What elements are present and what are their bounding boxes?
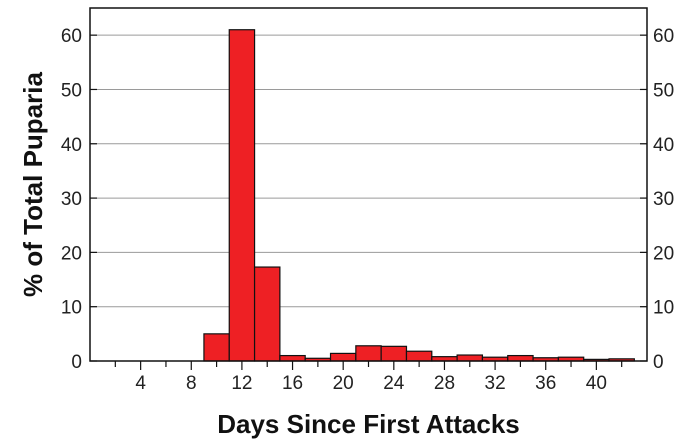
y-tick-label-left: 60: [61, 26, 82, 47]
y-tick-label-right: 40: [653, 135, 674, 156]
x-tick-label: 40: [586, 373, 607, 394]
bars: [203, 29, 635, 362]
histogram-bar: [253, 266, 281, 362]
y-tick-label-right: 60: [653, 26, 674, 47]
x-tick-label: 8: [186, 373, 197, 394]
y-tick-label-right: 50: [653, 80, 674, 101]
histogram-bar: [507, 354, 534, 362]
tick-labels: 0 0 10 10 20 20 30 30 40 40 50 50 60 60 4 8 12 16 20 24 28 32…: [61, 26, 674, 394]
y-tick-label-left: 10: [61, 298, 82, 319]
histogram-bar: [355, 345, 382, 362]
x-tick-label: 16: [282, 373, 303, 394]
y-tick-label-left: 30: [61, 189, 82, 210]
histogram-bar: [456, 354, 484, 362]
x-tick-label: 12: [231, 373, 252, 394]
histogram-bar: [203, 333, 230, 362]
x-tick-label: 28: [434, 373, 455, 394]
y-tick-label-left: 50: [61, 80, 82, 101]
y-axis-title: % of Total Puparia: [18, 72, 48, 297]
x-tick-label: 20: [333, 373, 354, 394]
y-tick-label-left: 0: [71, 352, 82, 373]
y-tick-label-left: 40: [61, 135, 82, 156]
histogram-bar: [405, 350, 433, 362]
axis-ticks: [90, 34, 647, 370]
x-tick-label: 24: [383, 373, 405, 394]
histogram-bar: [228, 29, 256, 362]
x-axis-title: Days Since First Attacks: [217, 409, 520, 439]
y-tick-label-right: 0: [653, 352, 664, 373]
y-tick-label-right: 20: [653, 243, 674, 264]
histogram-bar: [380, 345, 408, 362]
gridlines: [90, 34, 647, 308]
y-tick-label-left: 20: [61, 243, 82, 264]
histogram-bar: [279, 354, 306, 362]
y-tick-label-right: 10: [653, 298, 674, 319]
x-tick-label: 36: [535, 373, 556, 394]
x-tick-label: 32: [485, 373, 506, 394]
histogram-bar: [329, 352, 357, 362]
y-tick-label-right: 30: [653, 189, 674, 210]
plot-frame: [89, 7, 648, 362]
x-tick-label: 4: [135, 373, 146, 394]
